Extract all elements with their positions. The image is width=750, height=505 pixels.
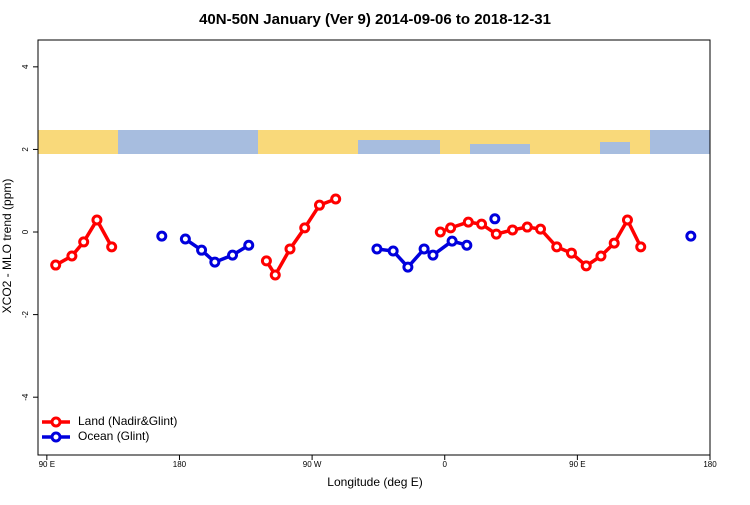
x-tick-label: 180 [703,460,717,469]
x-tick-label: 90 E [39,460,55,469]
point [461,239,473,251]
x-axis-label: Longitude (deg E) [327,475,422,489]
point [446,235,458,247]
point [313,199,325,211]
point [580,260,592,272]
point [462,216,474,228]
point [489,213,501,225]
y-tick-label: 0 [21,229,30,234]
y-axis-label: XCO2 - MLO trend (ppm) [0,179,14,314]
x-tick-label: 180 [173,460,187,469]
point [565,247,577,259]
point [621,214,633,226]
legend-marker [50,416,62,428]
point [330,193,342,205]
series-line [54,197,643,279]
y-tick-label: -2 [21,311,30,319]
point [507,224,519,236]
point [50,259,62,271]
point [284,243,296,255]
x-tick-label: 90 W [303,460,322,469]
point [196,244,208,256]
point [387,245,399,257]
point [209,256,221,268]
point [476,218,488,230]
point [243,239,255,251]
point [535,223,547,235]
point [371,243,383,255]
legend-label: Land (Nadir&Glint) [78,414,177,428]
point [434,226,446,238]
point [78,236,90,248]
point [418,243,430,255]
point [179,233,191,245]
point [490,228,502,240]
point [445,222,457,234]
point [156,230,168,242]
point [106,241,118,253]
legend-label: Ocean (Glint) [78,429,149,443]
point [551,241,563,253]
point [402,261,414,273]
legend-marker [50,431,62,443]
chart-title: 40N-50N January (Ver 9) 2014-09-06 to 20… [199,11,551,28]
point [427,249,439,261]
map-strip [38,130,710,154]
x-tick-label: 90 E [569,460,585,469]
point [521,221,533,233]
point [635,241,647,253]
y-tick-label: 4 [21,64,30,69]
point [685,230,697,242]
x-tick-label: 0 [443,460,448,469]
point [608,237,620,249]
y-tick-label: 2 [21,147,30,152]
plot-frame [37,39,711,456]
point [299,222,311,234]
point [91,214,103,226]
point [227,249,239,261]
y-tick-label: -4 [21,393,30,401]
point [66,250,78,262]
point [269,269,281,281]
point [595,250,607,262]
point [260,255,272,267]
